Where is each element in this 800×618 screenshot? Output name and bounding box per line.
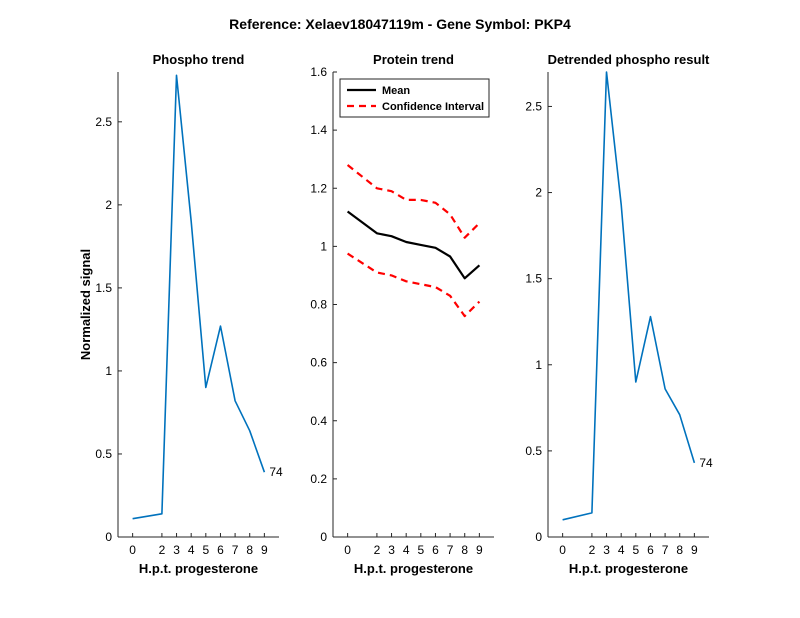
x-axis-label: H.p.t. progesterone [354, 561, 473, 576]
x-tick-label: 7 [662, 543, 669, 557]
x-tick-label: 0 [344, 543, 351, 557]
figure-title: Reference: Xelaev18047119m - Gene Symbol… [229, 16, 571, 32]
x-tick-label: 6 [647, 543, 654, 557]
y-tick-label: 0.8 [310, 298, 327, 312]
x-axis-label: H.p.t. progesterone [139, 561, 258, 576]
y-tick-label: 2.5 [95, 115, 112, 129]
mean-line [346, 210, 481, 280]
x-tick-label: 3 [173, 543, 180, 557]
x-tick-label: 9 [476, 543, 483, 557]
y-tick-label: 1.6 [310, 65, 327, 79]
y-tick-label: 0 [535, 530, 542, 544]
y-tick-label: 0 [320, 530, 327, 544]
ci-upper-line [346, 164, 481, 239]
x-tick-label: 2 [589, 543, 596, 557]
x-tick-label: 5 [202, 543, 209, 557]
x-tick-label: 6 [217, 543, 224, 557]
x-tick-label: 8 [246, 543, 253, 557]
detrended-line [562, 71, 696, 521]
point-annotation: 74 [699, 456, 713, 470]
y-tick-label: 2 [105, 198, 112, 212]
x-tick-label: 9 [691, 543, 698, 557]
y-tick-label: 0.4 [310, 414, 327, 428]
panel-title: Protein trend [373, 52, 454, 67]
x-tick-label: 7 [232, 543, 239, 557]
y-tick-label: 1.2 [310, 181, 327, 195]
x-tick-label: 6 [432, 543, 439, 557]
legend-entry: Mean [382, 85, 410, 97]
legend: Mean Confidence Interval [339, 78, 490, 118]
y-tick-label: 2.5 [525, 99, 542, 113]
x-tick-label: 7 [447, 543, 454, 557]
y-tick-label: 0.2 [310, 472, 327, 486]
x-axis-label: H.p.t. progesterone [569, 561, 688, 576]
y-tick-label: 1 [535, 358, 542, 372]
x-tick-label: 4 [403, 543, 410, 557]
y-axis-label: Normalized signal [78, 249, 93, 360]
x-tick-label: 8 [676, 543, 683, 557]
x-tick-label: 5 [632, 543, 639, 557]
x-tick-label: 3 [388, 543, 395, 557]
panel-title: Detrended phospho result [548, 52, 710, 67]
panel-title: Phospho trend [153, 52, 245, 67]
y-tick-label: 1.4 [310, 123, 327, 137]
x-tick-label: 9 [261, 543, 268, 557]
ci-lower-line [347, 252, 481, 318]
legend-entry: Confidence Interval [382, 101, 484, 113]
x-tick-label: 2 [159, 543, 166, 557]
legend-box [339, 78, 490, 118]
protein-trend-panel: 0 2 3 4 5 6 7 8 9 0 0.2 0.4 0.6 0.8 1 1.2 1.4 1.6 Protein … [310, 52, 494, 576]
y-tick-label: 0.5 [95, 447, 112, 461]
phospho-line [132, 74, 266, 520]
x-tick-label: 0 [559, 543, 566, 557]
x-tick-label: 5 [417, 543, 424, 557]
y-tick-label: 2 [535, 186, 542, 200]
point-annotation: 74 [269, 465, 283, 479]
x-tick-label: 4 [618, 543, 625, 557]
x-tick-label: 8 [461, 543, 468, 557]
x-tick-label: 3 [603, 543, 610, 557]
y-tick-label: 1.5 [525, 272, 542, 286]
y-tick-label: 1.5 [95, 281, 112, 295]
y-tick-label: 0.5 [525, 444, 542, 458]
y-tick-label: 1 [105, 364, 112, 378]
x-tick-label: 4 [188, 543, 195, 557]
y-tick-label: 0 [105, 530, 112, 544]
y-tick-label: 1 [320, 239, 327, 253]
y-tick-label: 0.6 [310, 356, 327, 370]
x-tick-label: 0 [129, 543, 136, 557]
x-tick-label: 2 [374, 543, 381, 557]
